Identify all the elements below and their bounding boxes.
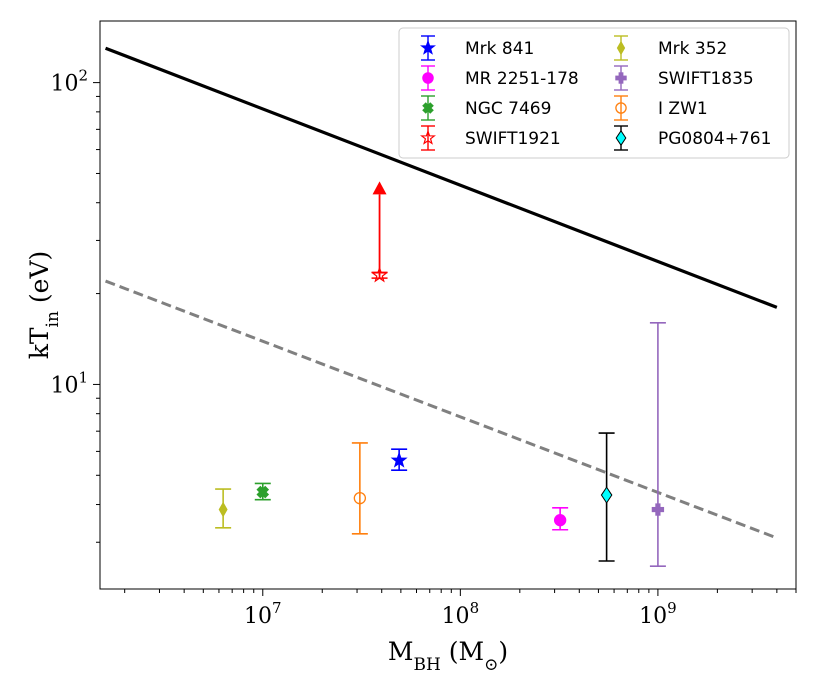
legend-marker-ngc-7469	[422, 102, 434, 114]
y-tick-label: 102	[50, 67, 88, 97]
lower-limit-arrowhead-swift1921	[372, 181, 387, 195]
legend-label-mrk-352: Mrk 352	[658, 39, 727, 59]
axis-ticks: 107 108 109 101 102	[50, 67, 797, 629]
x-axis-label-unit-open: (M	[441, 637, 484, 666]
x-axis-label-unit-sub: ⊙	[484, 655, 498, 675]
legend-item-i-zw1: I ZW1	[614, 95, 708, 121]
legend-marker-swift1835	[615, 72, 627, 84]
model-lines	[104, 46, 778, 540]
legend-marker-i-zw1	[615, 102, 627, 114]
x-tick-label: 108	[442, 599, 480, 629]
y-axis-label-unit: (eV)	[25, 251, 54, 311]
upper-limit-line	[104, 46, 778, 309]
legend-label-mrk-841: Mrk 841	[465, 39, 534, 59]
plot-frame	[99, 20, 797, 590]
legend-item-swift1921: SWIFT1921	[420, 125, 561, 151]
x-axis-label: MBH (M⊙)	[388, 637, 508, 675]
y-axis-label: kTin (eV)	[25, 251, 63, 360]
point-i-zw1	[351, 442, 368, 535]
marker-mr-2251-178	[553, 514, 567, 527]
legend-item-pg0804-761: PG0804+761	[614, 125, 771, 151]
x-axis-label-sub: BH	[413, 655, 440, 675]
x-axis-label-unit-close: )	[498, 637, 508, 666]
legend-marker-mr-2251-178	[422, 72, 434, 84]
legend: Mrk 841 MR 2251-178 NGC 7469 SWIFT1921 Mrk 3…	[398, 27, 790, 159]
legend-item-mr-2251-178: MR 2251-178	[421, 65, 579, 91]
legend-label-swift1921: SWIFT1921	[465, 129, 561, 149]
marker-i-zw1	[353, 491, 367, 505]
x-axis-label-main: M	[388, 637, 414, 666]
point-mr-2251-178	[552, 507, 569, 531]
legend-label-swift1835: SWIFT1835	[658, 69, 754, 89]
legend-item-ngc-7469: NGC 7469	[421, 95, 551, 121]
legend-marker-mrk-841	[420, 39, 436, 55]
point-swift1921	[371, 181, 389, 283]
y-tick-label: 101	[50, 368, 88, 398]
marker-ngc-7469	[256, 485, 270, 499]
legend-item-mrk-352: Mrk 352	[614, 35, 727, 61]
legend-label-i-zw1: I ZW1	[658, 99, 708, 119]
legend-label-ngc-7469: NGC 7469	[465, 99, 551, 119]
point-mrk-841	[390, 448, 408, 471]
legend-marker-swift1921	[420, 129, 436, 145]
point-mrk-352	[215, 488, 232, 529]
data-points	[215, 181, 666, 567]
legend-item-mrk-841: Mrk 841	[420, 35, 534, 61]
point-pg0804-761	[598, 432, 615, 562]
x-tick-label: 107	[244, 599, 282, 629]
y-axis-label-main: kT	[25, 327, 54, 359]
marker-pg0804-761	[600, 486, 613, 504]
marker-swift1921	[371, 266, 389, 283]
marker-mrk-352	[218, 501, 228, 518]
legend-label-pg0804-761: PG0804+761	[658, 129, 771, 149]
legend-label-mr-2251-178: MR 2251-178	[465, 69, 579, 89]
marker-mrk-841	[390, 451, 408, 468]
legend-box	[398, 27, 790, 159]
point-ngc-7469	[254, 482, 271, 501]
legend-marker-pg0804-761	[615, 129, 627, 147]
legend-marker-mrk-352	[616, 40, 626, 56]
marker-swift1835	[651, 503, 665, 516]
legend-item-swift1835: SWIFT1835	[614, 65, 754, 91]
x-tick-label: 109	[639, 599, 677, 629]
point-swift1835	[649, 322, 666, 567]
y-axis-label-sub: in	[43, 311, 63, 327]
